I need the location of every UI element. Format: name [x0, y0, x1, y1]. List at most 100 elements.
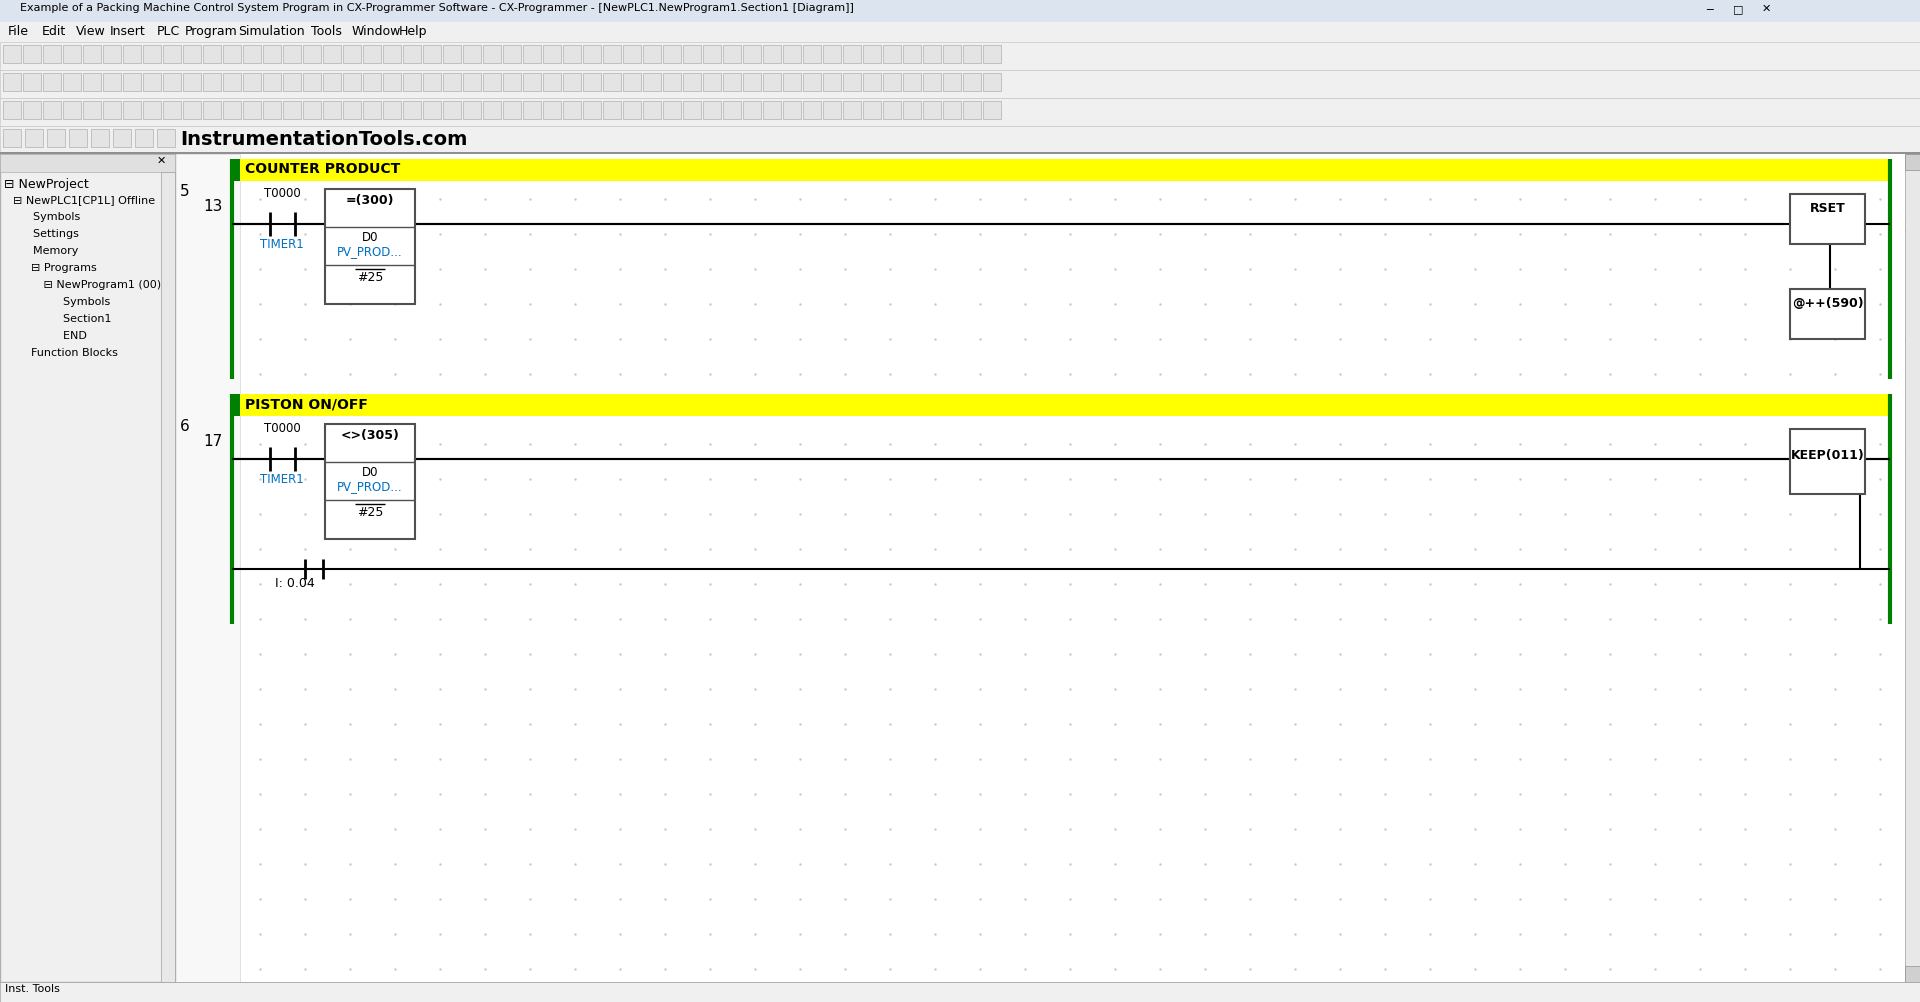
Text: Insert: Insert [109, 25, 146, 38]
Bar [983, 45, 1000, 63]
Text: TIMER1: TIMER1 [259, 473, 303, 486]
Text: Function Blocks: Function Blocks [10, 348, 117, 358]
Bar [282, 45, 301, 63]
Bar [163, 73, 180, 91]
Bar [23, 101, 40, 119]
Bar [724, 73, 741, 91]
Bar [123, 73, 140, 91]
Text: Reset: Reset [1905, 199, 1920, 212]
Bar [104, 45, 121, 63]
Bar [983, 101, 1000, 119]
Text: D10: D10 [1905, 324, 1920, 337]
Bar [943, 101, 962, 119]
Bar [964, 45, 981, 63]
Bar [4, 45, 21, 63]
Bar [444, 45, 461, 63]
Text: TIMER1: TIMER1 [259, 238, 303, 250]
Bar [157, 129, 175, 147]
Text: ─: ─ [1707, 4, 1713, 14]
Bar [303, 45, 321, 63]
Bar [603, 101, 620, 119]
Text: Help: Help [399, 25, 426, 38]
Text: View: View [77, 25, 106, 38]
Bar [843, 101, 860, 119]
Bar [783, 45, 801, 63]
Bar [1905, 154, 1920, 982]
Bar [684, 73, 701, 91]
Bar [323, 45, 342, 63]
Text: END: END [13, 331, 86, 341]
Bar [603, 73, 620, 91]
Bar [522, 101, 541, 119]
Bar [113, 129, 131, 147]
Text: #25: #25 [357, 506, 384, 519]
Bar [662, 45, 682, 63]
Text: COUNTER: COUNTER [1905, 309, 1920, 322]
Bar [223, 73, 242, 91]
Bar [142, 101, 161, 119]
Bar [0, 154, 175, 172]
Bar [1789, 289, 1864, 339]
Text: Tools: Tools [311, 25, 342, 38]
Text: @++(590): @++(590) [1791, 297, 1862, 310]
Bar [175, 982, 1905, 996]
Bar [363, 73, 380, 91]
Bar [543, 73, 561, 91]
Bar [883, 45, 900, 63]
Text: I: 0.04: I: 0.04 [275, 577, 315, 590]
Bar [902, 101, 922, 119]
Bar [1905, 154, 1920, 170]
Bar [463, 73, 482, 91]
Bar [344, 101, 361, 119]
Bar [403, 101, 420, 119]
Bar [924, 73, 941, 91]
Bar [123, 45, 140, 63]
Bar [42, 101, 61, 119]
Bar [522, 73, 541, 91]
Bar [743, 73, 760, 91]
Bar [182, 45, 202, 63]
Text: PV_PROD...: PV_PROD... [338, 245, 403, 258]
Text: RSET: RSET [1811, 202, 1845, 215]
Bar [232, 394, 1889, 416]
Text: D0: D0 [361, 231, 378, 244]
Text: ✕: ✕ [156, 156, 165, 166]
Bar [422, 73, 442, 91]
Bar [182, 73, 202, 91]
Bar [324, 189, 415, 304]
Bar [724, 45, 741, 63]
Text: Word (binary): Word (binary) [1905, 339, 1920, 352]
Text: PLC: PLC [157, 25, 180, 38]
Text: =(300): =(300) [346, 194, 394, 207]
Bar [584, 101, 601, 119]
Bar [543, 45, 561, 63]
Bar [0, 98, 1920, 126]
Bar [862, 101, 881, 119]
Bar [743, 101, 760, 119]
Bar [484, 73, 501, 91]
Bar [803, 45, 822, 63]
Bar [862, 73, 881, 91]
Bar [0, 154, 175, 982]
Text: ⊟ Programs: ⊟ Programs [10, 263, 96, 273]
Bar [204, 73, 221, 91]
Text: Inst. Tools: Inst. Tools [6, 984, 60, 994]
Text: □: □ [1732, 4, 1743, 14]
Bar [543, 101, 561, 119]
Bar [843, 45, 860, 63]
Bar [104, 101, 121, 119]
Bar [175, 154, 240, 982]
Bar [783, 101, 801, 119]
Bar [563, 73, 582, 91]
Text: <>(305): <>(305) [340, 429, 399, 442]
Text: ⊟ NewProgram1 (00): ⊟ NewProgram1 (00) [12, 280, 161, 290]
Text: Example of a Packing Machine Control System Program in CX-Programmer Software - : Example of a Packing Machine Control Sys… [19, 3, 854, 13]
Bar [163, 101, 180, 119]
Text: Binary Increment: Binary Increment [1905, 292, 1920, 305]
Bar [363, 101, 380, 119]
Bar [703, 73, 722, 91]
Text: 17: 17 [204, 434, 223, 449]
Text: Symbols: Symbols [13, 297, 109, 307]
Bar [323, 101, 342, 119]
Bar [223, 101, 242, 119]
